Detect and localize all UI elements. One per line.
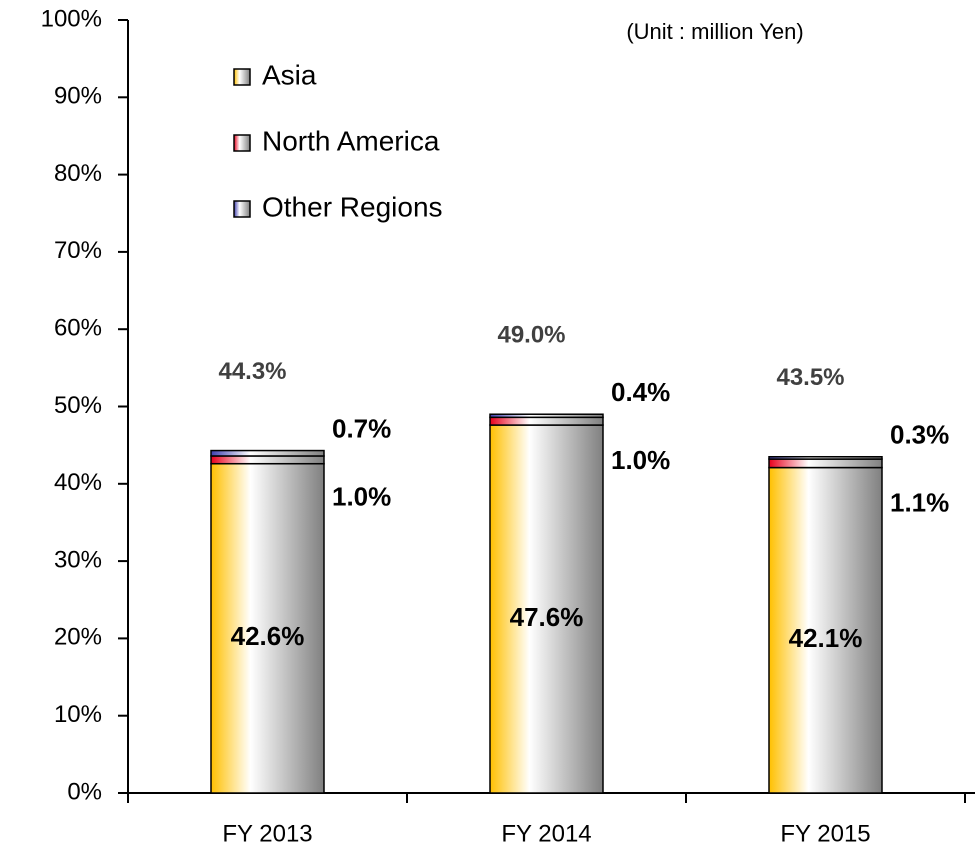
label-bg (886, 488, 966, 525)
total-label: 44.3% (218, 358, 286, 385)
y-tick-label: 50% (54, 392, 102, 419)
y-tick-label: 20% (54, 624, 102, 651)
bar-segment (210, 449, 325, 457)
y-tick-label: 0% (67, 778, 102, 805)
label-bg (328, 482, 408, 519)
y-tick-label: 10% (54, 701, 102, 728)
total-label: 43.5% (776, 364, 844, 391)
data-label: 0.3% (890, 420, 949, 450)
data-label: 1.0% (332, 481, 391, 511)
bar-segment (489, 413, 604, 419)
y-tick-label: 100% (41, 5, 102, 32)
legend-label: Asia (262, 59, 317, 90)
bar-segment (768, 455, 883, 460)
legend-swatch (233, 134, 251, 152)
unit-annotation: (Unit : million Yen) (626, 19, 803, 44)
total-label: 49.0% (497, 322, 565, 349)
y-tick-label: 40% (54, 469, 102, 496)
data-label: 1.0% (611, 445, 670, 475)
data-label: 42.6% (231, 621, 305, 651)
y-tick-label: 30% (54, 546, 102, 573)
data-label: 0.7% (332, 413, 391, 443)
y-tick-label: 80% (54, 160, 102, 187)
data-label: 0.4% (611, 377, 670, 407)
bar-segment (489, 416, 604, 426)
x-tick-label: FY 2013 (222, 820, 312, 847)
bar-segment (210, 462, 325, 794)
y-tick-label: 90% (54, 83, 102, 110)
data-label: 47.6% (510, 602, 584, 632)
x-tick-label: FY 2014 (501, 820, 591, 847)
y-tick-label: 70% (54, 237, 102, 264)
y-tick-label: 60% (54, 315, 102, 342)
bar-segment (489, 424, 604, 794)
label-bg (607, 446, 687, 483)
data-label: 42.1% (789, 623, 863, 653)
legend-label: Other Regions (262, 191, 443, 222)
legend-label: North America (262, 125, 440, 156)
legend-swatch (233, 68, 251, 86)
bar-segment (768, 458, 883, 469)
legend-swatch (233, 200, 251, 218)
bar-segment (768, 466, 883, 794)
bar-segment (210, 455, 325, 465)
x-tick-label: FY 2015 (780, 820, 870, 847)
data-label: 1.1% (890, 488, 949, 518)
